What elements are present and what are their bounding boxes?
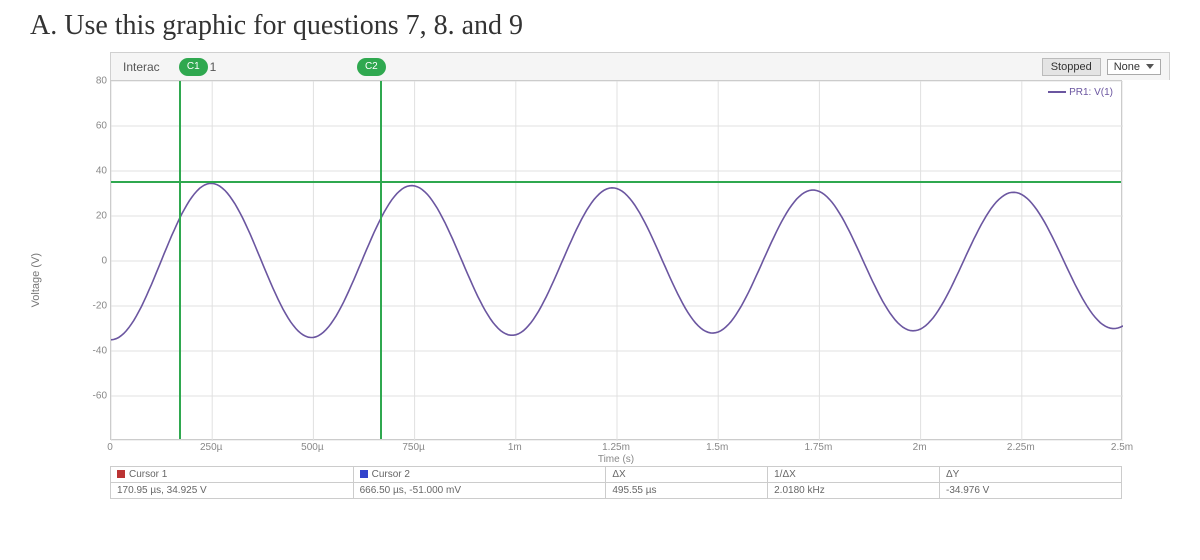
- x-tick-label: 2.5m: [1111, 442, 1133, 453]
- scope-title: Interac: [123, 60, 160, 74]
- trace-legend-label: PR1: V(1): [1069, 87, 1113, 98]
- x-tick-label: 1.5m: [706, 442, 728, 453]
- cursor1-value: 170.95 µs, 34.925 V: [111, 483, 354, 499]
- cursor2-label: Cursor 2: [372, 469, 410, 480]
- trace-legend: PR1: V(1): [1048, 87, 1113, 98]
- cursor-readout-table: Cursor 1 Cursor 2 ΔX 1/ΔX ΔY 170.95 µs, …: [110, 466, 1122, 499]
- y-tick-label: -60: [93, 391, 107, 402]
- y-tick-label: 40: [96, 166, 107, 177]
- x-axis-label: Time (s): [598, 454, 634, 465]
- trigger-mode-dropdown[interactable]: None: [1107, 59, 1161, 75]
- y-axis-label: Voltage (V): [30, 253, 42, 307]
- cursor1-swatch-icon: [117, 470, 125, 478]
- y-tick-label: 80: [96, 76, 107, 87]
- section-heading: A. Use this graphic for questions 7, 8. …: [30, 10, 1170, 42]
- x-tick-label: 500µ: [301, 442, 323, 453]
- x-tick-label: 2.25m: [1007, 442, 1035, 453]
- dy-label: ΔY: [939, 467, 1121, 483]
- x-tick-label: 750µ: [402, 442, 424, 453]
- invdx-label: 1/ΔX: [768, 467, 940, 483]
- dx-label: ΔX: [606, 467, 768, 483]
- scope-title-prefix: Interac: [123, 60, 160, 74]
- x-tick-label: 1m: [508, 442, 522, 453]
- cursor1-label: Cursor 1: [129, 469, 167, 480]
- x-tick-label: 250µ: [200, 442, 222, 453]
- y-tick-label: 20: [96, 211, 107, 222]
- trace-swatch: [1048, 91, 1066, 93]
- x-tick-label: 1.25m: [602, 442, 630, 453]
- dy-value: -34.976 V: [939, 483, 1121, 499]
- invdx-value: 2.0180 kHz: [768, 483, 940, 499]
- cursor1-vertical[interactable]: [179, 81, 181, 439]
- x-tick-label: 2m: [913, 442, 927, 453]
- scope-plot[interactable]: PR1: V(1) -60-40-20020406080: [110, 80, 1122, 440]
- cursor2-value: 666.50 µs, -51.000 mV: [353, 483, 606, 499]
- scope-title-suffix: 1: [210, 60, 217, 74]
- run-status: Stopped: [1042, 58, 1101, 76]
- dropdown-label: None: [1114, 61, 1140, 73]
- cursor2-badge[interactable]: C2: [357, 58, 386, 76]
- cursor2-vertical[interactable]: [380, 81, 382, 439]
- cursor2-swatch-icon: [360, 470, 368, 478]
- x-tick-label: 0: [107, 442, 113, 453]
- x-axis: Time (s) 0 250µ 500µ 750µ 1m 1.25m 1.5m 1.75m 2m…: [110, 440, 1122, 466]
- y-tick-label: -40: [93, 346, 107, 357]
- y-tick-label: 60: [96, 121, 107, 132]
- y-tick-label: -20: [93, 301, 107, 312]
- cursor1-badge[interactable]: C1: [179, 58, 208, 76]
- cursor1-horizontal[interactable]: [111, 181, 1121, 183]
- chevron-down-icon: [1146, 64, 1154, 69]
- scope-toolbar: Interac C1 1 C2 Stopped None: [110, 52, 1170, 80]
- y-tick-label: 0: [101, 256, 107, 267]
- x-tick-label: 1.75m: [804, 442, 832, 453]
- dx-value: 495.55 µs: [606, 483, 768, 499]
